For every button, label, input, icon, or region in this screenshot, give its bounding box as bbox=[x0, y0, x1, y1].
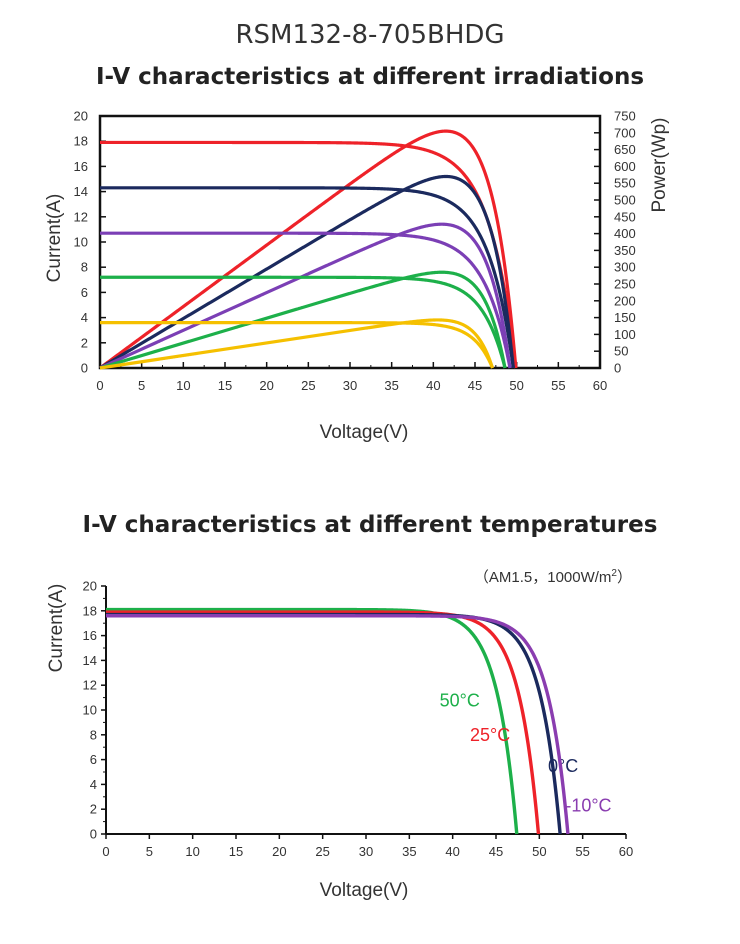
chart2-x-tick-label: 25 bbox=[315, 844, 329, 859]
chart1-y2-tick-label: 200 bbox=[614, 293, 636, 308]
chart2-y-tick-label: 20 bbox=[83, 579, 97, 594]
chart2-y-tick-label: 18 bbox=[83, 603, 97, 618]
chart1-y-tick-label: 16 bbox=[74, 159, 88, 174]
chart1-y2-tick-label: 700 bbox=[614, 125, 636, 140]
chart1-y2-tick-label: 600 bbox=[614, 159, 636, 174]
chart2-x-tick-label: 45 bbox=[489, 844, 503, 859]
chart2-y-tick-label: 4 bbox=[90, 777, 97, 792]
chart2-x-tick-label: 55 bbox=[575, 844, 589, 859]
chart1-y2-tick-label: 250 bbox=[614, 277, 636, 292]
model-name: RSM132-8-705BHDG bbox=[235, 20, 505, 50]
chart1-y2-tick-label: 300 bbox=[614, 260, 636, 275]
chart1-y-tick-label: 8 bbox=[81, 260, 88, 275]
chart1-y-tick-label: 20 bbox=[74, 109, 88, 124]
chart1-y2-tick-label: 500 bbox=[614, 193, 636, 208]
chart2-y-tick-label: 16 bbox=[83, 628, 97, 643]
chart2-y-tick-label: 12 bbox=[83, 678, 97, 693]
chart1-iv-curve-4 bbox=[99, 321, 494, 369]
chart1-y2-axis-label: Power(Wp) bbox=[649, 117, 670, 212]
chart1-x-tick-label: 40 bbox=[426, 378, 440, 393]
chart1-y-tick-label: 0 bbox=[81, 361, 88, 376]
chart2-condition-annotation: （AM1.5，1000W/m2） bbox=[474, 568, 632, 586]
chart2-x-tick-label: 15 bbox=[229, 844, 243, 859]
chart1-x-tick-label: 30 bbox=[343, 378, 357, 393]
chart2-x-tick-label: 30 bbox=[359, 844, 373, 859]
chart1-pv-curve-2 bbox=[99, 222, 512, 370]
chart1-y2-tick-label: 750 bbox=[614, 109, 636, 124]
chart1-pv-curve-0 bbox=[99, 129, 518, 370]
chart1-x-tick-label: 25 bbox=[301, 378, 315, 393]
chart2-series-label-2: 0°C bbox=[548, 756, 578, 776]
chart2-y-tick-label: 0 bbox=[90, 827, 97, 842]
chart1-x-tick-label: 60 bbox=[593, 378, 607, 393]
chart1-iv-curve-2 bbox=[99, 231, 512, 369]
chart1-y-tick-label: 18 bbox=[74, 134, 88, 149]
chart2-series-label-3: -10°C bbox=[565, 796, 611, 816]
chart1-x-axis-label: Voltage(V) bbox=[320, 422, 409, 443]
chart1-iv-curve-0 bbox=[99, 140, 518, 369]
chart1-x-tick-label: 35 bbox=[384, 378, 398, 393]
chart1-x-tick-label: 0 bbox=[96, 378, 103, 393]
chart1-y2-tick-label: 100 bbox=[614, 327, 636, 342]
chart2-y-axis-label: Current(A) bbox=[46, 584, 67, 673]
chart2-iv-curve-1 bbox=[105, 610, 541, 835]
chart1-y2-tick-label: 550 bbox=[614, 176, 636, 191]
chart1-title: I-V characteristics at different irradia… bbox=[95, 64, 645, 90]
chart1-x-tick-label: 5 bbox=[138, 378, 145, 393]
chart2-x-tick-label: 20 bbox=[272, 844, 286, 859]
chart2-x-tick-label: 40 bbox=[445, 844, 459, 859]
chart2-x-tick-label: 5 bbox=[146, 844, 153, 859]
chart1-y2-tick-label: 400 bbox=[614, 226, 636, 241]
chart1-y2-tick-label: 50 bbox=[614, 344, 628, 359]
chart2-title: I-V characteristics at different tempera… bbox=[82, 512, 658, 538]
chart2-y-tick-label: 8 bbox=[90, 727, 97, 742]
chart1-x-tick-label: 15 bbox=[218, 378, 232, 393]
chart1-iv-curve-3 bbox=[99, 275, 507, 369]
chart2-y-tick-label: 14 bbox=[83, 653, 97, 668]
chart1-y2-tick-label: 150 bbox=[614, 310, 636, 325]
chart1-y-tick-label: 6 bbox=[81, 285, 88, 300]
chart1-pv-curve-1 bbox=[99, 174, 515, 370]
chart1-pv-curve-4 bbox=[99, 318, 495, 370]
chart2-y-tick-label: 10 bbox=[83, 703, 97, 718]
chart2-x-tick-label: 10 bbox=[185, 844, 199, 859]
chart1-iv-curve-1 bbox=[99, 186, 515, 369]
chart2-series-label-1: 25°C bbox=[470, 725, 510, 745]
chart1-y-tick-label: 2 bbox=[81, 335, 88, 350]
chart1-y-axis-label: Current(A) bbox=[44, 194, 65, 283]
chart2-iv-curve-0 bbox=[105, 607, 519, 835]
chart1-y2-tick-label: 450 bbox=[614, 209, 636, 224]
chart2-x-tick-label: 50 bbox=[532, 844, 546, 859]
chart1-y-tick-label: 4 bbox=[81, 310, 88, 325]
chart1-y-tick-label: 14 bbox=[74, 184, 88, 199]
chart1-x-tick-label: 20 bbox=[259, 378, 273, 393]
chart2-iv-curve-3 bbox=[105, 614, 570, 835]
chart2-x-axis-label: Voltage(V) bbox=[320, 880, 409, 901]
chart1-y-tick-label: 12 bbox=[74, 209, 88, 224]
chart1-x-tick-label: 10 bbox=[176, 378, 190, 393]
chart2-y-tick-label: 2 bbox=[90, 802, 97, 817]
chart1-x-tick-label: 50 bbox=[509, 378, 523, 393]
chart1-y-tick-label: 10 bbox=[74, 235, 88, 250]
chart2-x-tick-label: 0 bbox=[102, 844, 109, 859]
chart2-x-tick-label: 35 bbox=[402, 844, 416, 859]
chart1-y2-tick-label: 350 bbox=[614, 243, 636, 258]
chart1-x-tick-label: 55 bbox=[551, 378, 565, 393]
chart1-y2-tick-label: 650 bbox=[614, 142, 636, 157]
chart1-y2-tick-label: 0 bbox=[614, 361, 621, 376]
chart2-y-tick-label: 6 bbox=[90, 752, 97, 767]
chart2-x-tick-label: 60 bbox=[619, 844, 633, 859]
chart1-x-tick-label: 45 bbox=[468, 378, 482, 393]
chart1-pv-curve-3 bbox=[99, 270, 507, 370]
chart2-series-label-0: 50°C bbox=[440, 690, 480, 710]
